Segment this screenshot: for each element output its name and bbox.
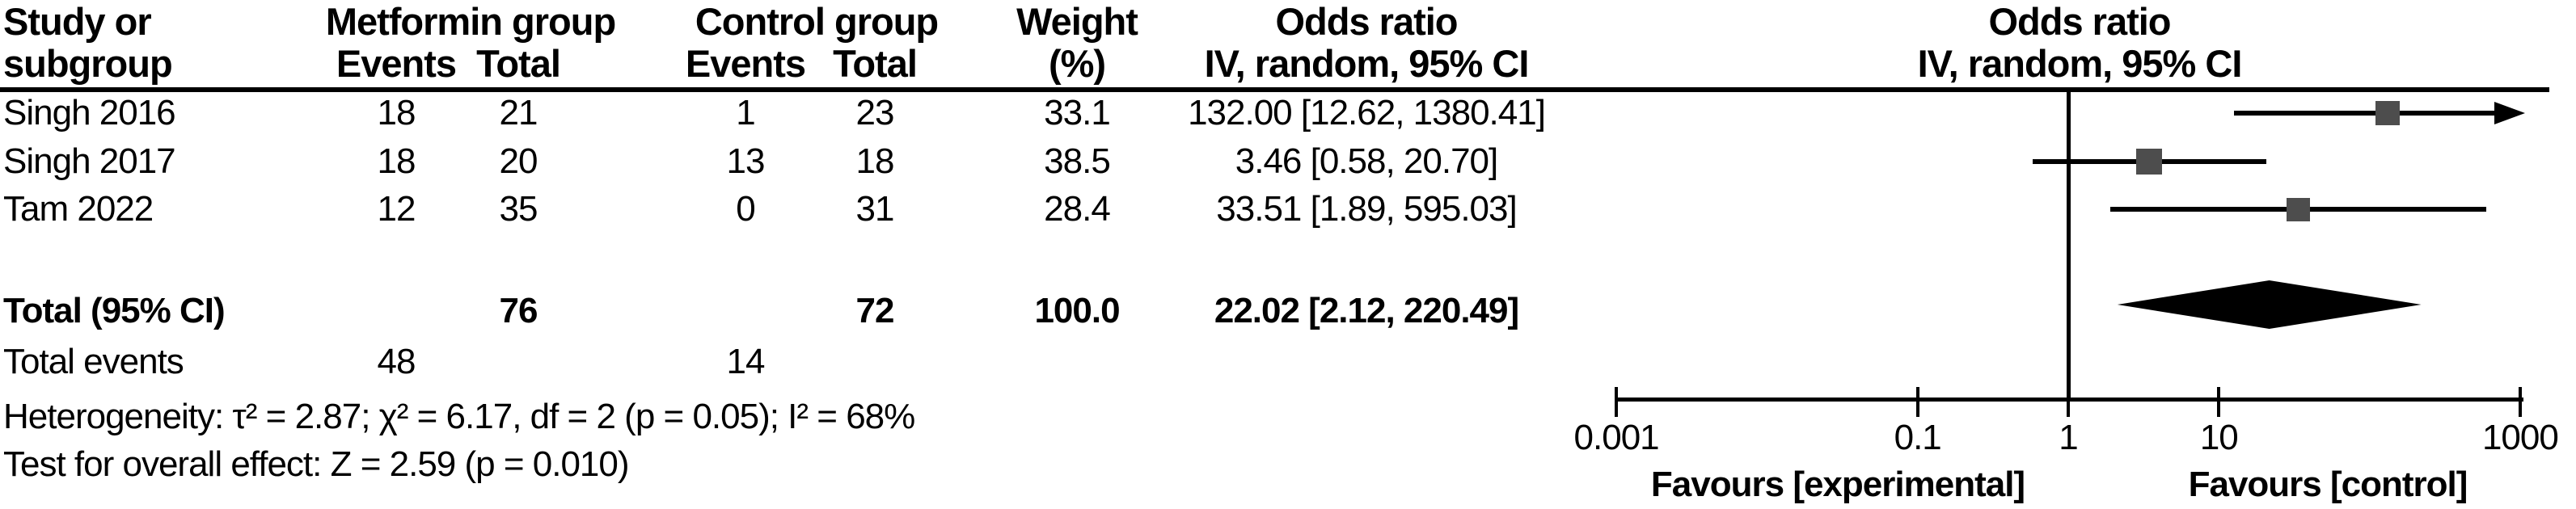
total-label: Total (95% CI)	[3, 291, 226, 330]
header-metformin-group: Metformin group	[325, 0, 616, 43]
axis-tick	[1915, 387, 1919, 417]
or-ci-cell: 3.46 [0.58, 20.70]	[1235, 141, 1499, 181]
favours-control-label: Favours [control]	[2188, 465, 2468, 504]
study-square-marker	[2375, 101, 2401, 125]
total-events-control-cell: 14	[726, 342, 766, 381]
ci-line	[2234, 111, 2494, 116]
study-label: Singh 2017	[3, 141, 176, 181]
header-study-line2: subgroup	[3, 42, 173, 85]
summary-diamond-marker	[2117, 280, 2422, 329]
header-metformin-total: Total	[476, 42, 561, 85]
ci-arrow-icon	[2494, 102, 2525, 124]
header-study-line1: Study or	[3, 0, 152, 43]
metformin-events-cell: 12	[377, 189, 416, 229]
study-label: Tam 2022	[3, 189, 154, 229]
control-events-cell: 0	[736, 189, 756, 229]
null-effect-line	[2067, 92, 2071, 398]
header-or-line2: IV, random, 95% CI	[1204, 42, 1530, 85]
metformin-total-cell: 21	[499, 93, 538, 133]
header-metformin-events: Events	[336, 42, 457, 85]
metformin-events-cell: 18	[377, 93, 416, 133]
axis-tick	[2518, 387, 2522, 417]
header-or-line1: Odds ratio	[1275, 0, 1458, 43]
header-control-group: Control group	[695, 0, 939, 43]
total-events-label: Total events	[3, 342, 184, 381]
heterogeneity-text: Heterogeneity: τ² = 2.87; χ² = 6.17, df …	[3, 397, 915, 436]
axis-tick-label: 1000	[2481, 418, 2559, 457]
metformin-events-cell: 18	[377, 141, 416, 181]
weight-cell: 33.1	[1044, 93, 1111, 133]
header-divider-line	[0, 87, 2549, 92]
study-square-marker	[2136, 149, 2163, 175]
study-label: Singh 2016	[3, 93, 176, 133]
header-plot-or-line2: IV, random, 95% CI	[1917, 42, 2243, 85]
weight-cell: 38.5	[1044, 141, 1111, 181]
axis-tick-label: 0.1	[1894, 418, 1942, 457]
favours-experimental-label: Favours [experimental]	[1650, 465, 2025, 504]
header-control-total: Total	[833, 42, 918, 85]
axis-tick	[2067, 387, 2070, 417]
axis-tick-label: 0.001	[1573, 418, 1660, 457]
or-ci-cell: 132.00 [12.62, 1380.41]	[1188, 93, 1546, 133]
header-control-events: Events	[685, 42, 806, 85]
metformin-total-cell: 20	[499, 141, 538, 181]
header-weight-line2: (%)	[1048, 42, 1106, 85]
total-weight-cell: 100.0	[1034, 291, 1120, 330]
total-control-total-cell: 72	[855, 291, 895, 330]
total-metformin-total-cell: 76	[499, 291, 538, 330]
total-events-metformin-cell: 48	[377, 342, 416, 381]
control-events-cell: 13	[726, 141, 766, 181]
axis-tick	[2217, 387, 2221, 417]
control-total-cell: 23	[855, 93, 895, 133]
control-total-cell: 31	[855, 189, 895, 229]
axis-tick-label: 1	[2059, 418, 2079, 457]
total-or-ci-cell: 22.02 [2.12, 220.49]	[1214, 291, 1519, 330]
header-plot-or-line1: Odds ratio	[1988, 0, 2171, 43]
study-square-marker	[2286, 197, 2310, 221]
weight-cell: 28.4	[1044, 189, 1111, 229]
axis-tick	[1615, 387, 1619, 417]
axis-tick-label: 10	[2199, 418, 2239, 457]
or-ci-cell: 33.51 [1.89, 595.03]	[1216, 189, 1517, 229]
metformin-total-cell: 35	[499, 189, 538, 229]
control-total-cell: 18	[855, 141, 895, 181]
overall-effect-text: Test for overall effect: Z = 2.59 (p = 0…	[3, 444, 630, 484]
control-events-cell: 1	[736, 93, 756, 133]
header-weight-line1: Weight	[1016, 0, 1138, 43]
